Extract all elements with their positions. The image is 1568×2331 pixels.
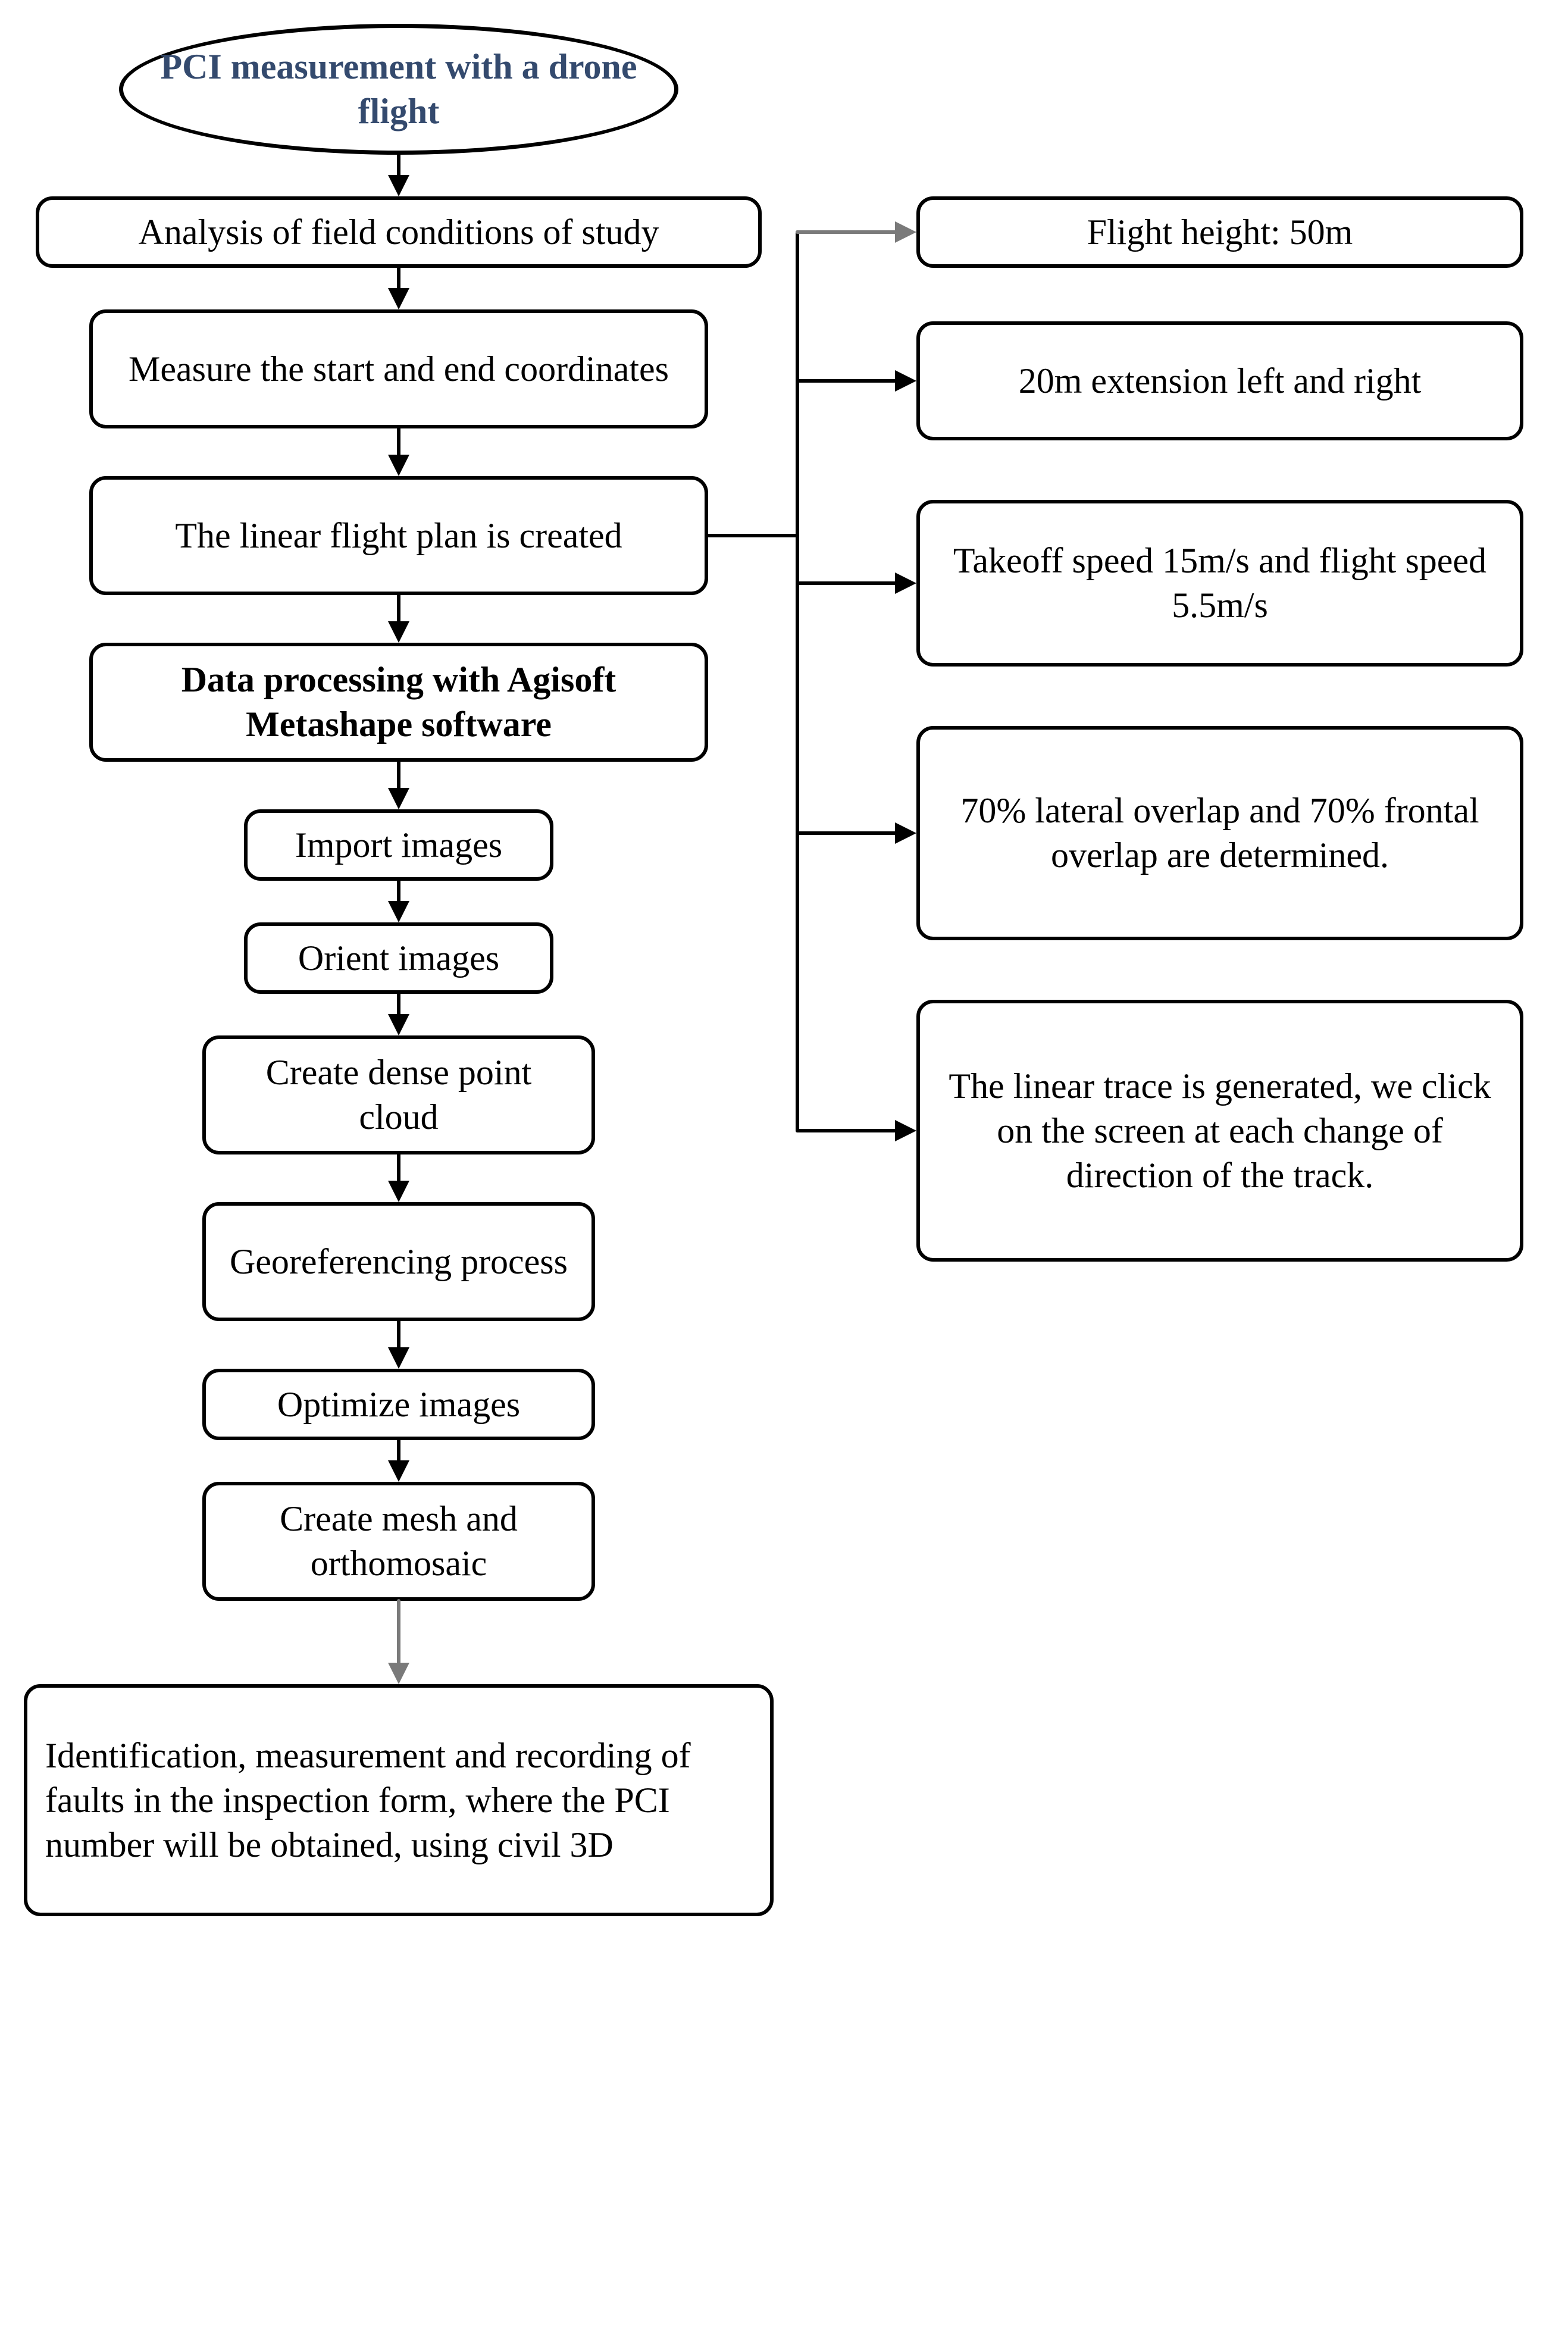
node-n9: Optimize images: [202, 1369, 595, 1440]
node-label: PCI measurement with a drone flight: [141, 45, 656, 134]
edge-n9-n10: [381, 1440, 417, 1482]
flowchart-diagram: PCI measurement with a drone flight Analy…: [24, 24, 1544, 2307]
edge-n3-n4: [381, 595, 417, 643]
node-label: Create dense point cloud: [224, 1050, 574, 1140]
node-label: Analysis of field conditions of study: [139, 210, 659, 255]
node-label: Optimize images: [277, 1382, 520, 1427]
node-label: Takeoff speed 15m/s and flight speed 5.5…: [938, 539, 1502, 628]
node-label: The linear trace is generated, we click …: [938, 1064, 1502, 1198]
node-label: Orient images: [298, 936, 499, 981]
node-n5: Import images: [244, 809, 553, 881]
node-label: Identification, measurement and recordin…: [45, 1734, 752, 1867]
edge-n8-n9: [381, 1321, 417, 1369]
node-n3: The linear flight plan is created: [89, 476, 708, 595]
node-s4: The linear trace is generated, we click …: [916, 1000, 1523, 1262]
edge-n4-n5: [381, 762, 417, 809]
edge-n5-n6: [381, 881, 417, 922]
edge-n10-n11: [381, 1601, 417, 1684]
node-n1: Analysis of field conditions of study: [36, 196, 762, 268]
node-label: Data processing with Agisoft Metashape s…: [111, 658, 687, 747]
node-label: 20m extension left and right: [1019, 359, 1422, 403]
node-n2: Measure the start and end coordinates: [89, 309, 708, 428]
edge-n1-n2: [381, 268, 417, 309]
node-n6: Orient images: [244, 922, 553, 994]
node-n7: Create dense point cloud: [202, 1035, 595, 1154]
node-n8: Georeferencing process: [202, 1202, 595, 1321]
edge-n2-n3: [381, 428, 417, 476]
node-label: Georeferencing process: [230, 1240, 568, 1284]
node-s3: 70% lateral overlap and 70% frontal over…: [916, 726, 1523, 940]
node-label: The linear flight plan is created: [175, 514, 622, 558]
node-label: Import images: [295, 823, 502, 868]
node-n4: Data processing with Agisoft Metashape s…: [89, 643, 708, 762]
edge-n6-n7: [381, 994, 417, 1035]
branch-connector: [705, 214, 922, 1149]
node-s2: Takeoff speed 15m/s and flight speed 5.5…: [916, 500, 1523, 667]
node-n10: Create mesh and orthomosaic: [202, 1482, 595, 1601]
node-s0: Flight height: 50m: [916, 196, 1523, 268]
node-label: 70% lateral overlap and 70% frontal over…: [938, 789, 1502, 878]
node-n11: Identification, measurement and recordin…: [24, 1684, 774, 1916]
edge-n0-n1: [381, 155, 417, 196]
node-n0: PCI measurement with a drone flight: [119, 24, 678, 155]
node-label: Flight height: 50m: [1087, 210, 1353, 255]
node-label: Measure the start and end coordinates: [129, 347, 669, 392]
node-s1: 20m extension left and right: [916, 321, 1523, 440]
node-label: Create mesh and orthomosaic: [224, 1497, 574, 1586]
edge-n7-n8: [381, 1154, 417, 1202]
